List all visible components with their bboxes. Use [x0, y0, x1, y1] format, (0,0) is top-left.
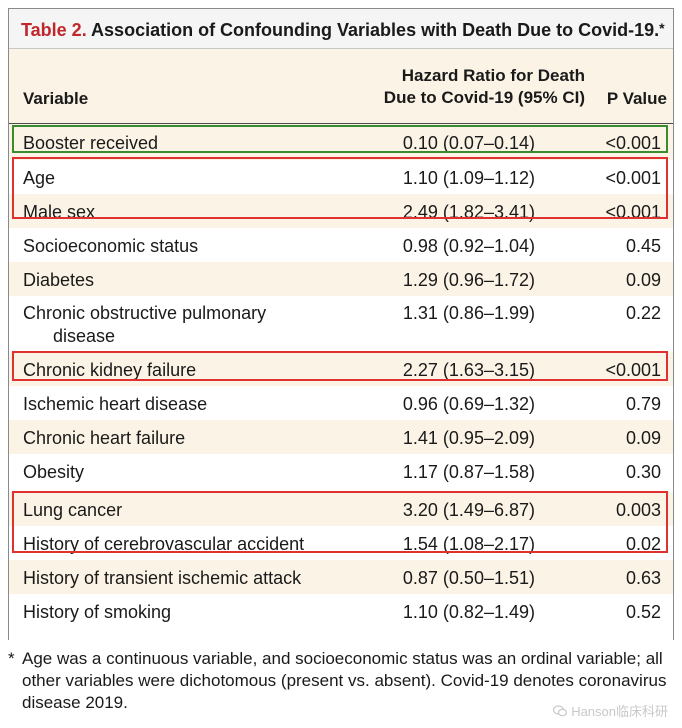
cell-variable-text: Chronic heart failure: [23, 428, 186, 448]
cell-hazard-ratio: 0.87 (0.50–1.51): [402, 568, 535, 588]
cell-variable: History of transient ischemic attack: [23, 568, 301, 589]
footnote-text: Age was a continuous variable, and socio…: [22, 649, 667, 712]
table-row: Male sex 2.49 (1.82–3.41) <0.001: [9, 194, 673, 228]
cell-p-value: 0.003: [615, 500, 661, 520]
table-row: Age 1.10 (1.09–1.12) <0.001: [9, 160, 673, 194]
cell-hazard-ratio: 1.54 (1.08–2.17): [402, 534, 535, 554]
table-row: History of transient ischemic attack 0.87…: [9, 560, 673, 594]
table-row: Diabetes 1.29 (0.96–1.72) 0.09: [9, 262, 673, 296]
cell-hazard-ratio: 2.27 (1.63–3.15): [402, 360, 535, 380]
cell-variable: Socioeconomic status: [23, 236, 198, 257]
table-row: Chronic kidney failure 2.27 (1.63–3.15) <0…: [9, 352, 673, 386]
cell-variable-text: Age: [23, 168, 56, 188]
table-label: Table 2.: [21, 20, 87, 40]
cell-variable-text: Chronic kidney failure: [23, 360, 197, 380]
cell-variable: Lung cancer: [23, 500, 122, 521]
table-row: Lung cancer 3.20 (1.49–6.87) 0.003: [9, 492, 673, 526]
cell-p-value: <0.001: [605, 133, 661, 153]
cell-hazard-ratio: 1.10 (0.82–1.49): [402, 602, 535, 622]
cell-p-value: 0.52: [625, 602, 661, 622]
cell-p-value: 0.30: [625, 462, 661, 482]
cell-variable-text: Male sex: [23, 202, 96, 222]
cell-variable-text: Socioeconomic status: [23, 236, 199, 256]
cell-p-value: 0.09: [625, 428, 661, 448]
footnote-mark: *: [8, 649, 15, 668]
header-p-value: P Value: [606, 89, 667, 108]
table-frame: Table 2. Association of Confounding Vari…: [8, 8, 674, 640]
cell-variable: Diabetes: [23, 270, 94, 291]
table-row: Socioeconomic status 0.98 (0.92–1.04) 0.45: [9, 228, 673, 262]
cell-variable: Ischemic heart disease: [23, 394, 207, 415]
watermark-text: Hanson临床科研: [571, 704, 668, 719]
cell-variable-text: Booster received: [23, 133, 159, 153]
table-footnote: * Age was a continuous variable, and soc…: [8, 648, 674, 714]
cell-hazard-ratio: 2.49 (1.82–3.41): [402, 202, 535, 222]
cell-p-value: <0.001: [605, 360, 661, 380]
header-variable: Variable: [23, 89, 89, 108]
cell-hazard-ratio: 3.20 (1.49–6.87): [402, 500, 535, 520]
table-row: Chronic heart failure 1.41 (0.95–2.09) 0.0…: [9, 420, 673, 454]
wechat-icon: [553, 705, 568, 717]
cell-hazard-ratio: 0.10 (0.07–0.14): [402, 133, 535, 153]
header-hazard-ratio-line1: Hazard Ratio for Death: [401, 66, 585, 85]
cell-variable: Obesity: [23, 462, 84, 483]
table-row: History of smoking 1.10 (0.82–1.49) 0.52: [9, 594, 673, 640]
watermark: Hanson临床科研: [553, 701, 668, 720]
cell-variable-text: Diabetes: [23, 270, 95, 290]
cell-variable: Chronic kidney failure: [23, 360, 196, 381]
cell-variable-text: Ischemic heart disease: [23, 394, 208, 414]
cell-variable: Chronic heart failure: [23, 428, 185, 449]
cell-variable: Chronic obstructive pulmonary disease: [23, 302, 266, 348]
table-row: Chronic obstructive pulmonary disease 1.31…: [9, 296, 673, 352]
cell-p-value: 0.79: [625, 394, 661, 414]
cell-variable: Booster received: [23, 133, 158, 154]
cell-hazard-ratio: 1.29 (0.96–1.72): [402, 270, 535, 290]
cell-variable-text: History of transient ischemic attack: [23, 568, 302, 588]
cell-hazard-ratio: 0.96 (0.69–1.32): [402, 394, 535, 414]
cell-p-value: <0.001: [605, 168, 661, 188]
cell-variable-text: History of cerebrovascular accident: [23, 534, 305, 554]
cell-variable-text: Obesity: [23, 462, 85, 482]
cell-p-value: 0.02: [625, 534, 661, 554]
title-footnote-mark: *: [659, 20, 665, 36]
cell-p-value: 0.22: [625, 303, 661, 323]
cell-hazard-ratio: 1.31 (0.86–1.99): [402, 303, 535, 323]
cell-variable-text: Chronic obstructive pulmonary: [23, 303, 267, 323]
cell-hazard-ratio: 1.17 (0.87–1.58): [402, 462, 535, 482]
table-row: Booster received 0.10 (0.07–0.14) <0.001: [9, 127, 673, 159]
cell-variable: History of smoking: [23, 602, 171, 623]
cell-hazard-ratio: 1.41 (0.95–2.09): [402, 428, 535, 448]
cell-variable-text: Lung cancer: [23, 500, 123, 520]
cell-p-value: 0.45: [625, 236, 661, 256]
cell-variable: History of cerebrovascular accident: [23, 534, 304, 555]
cell-hazard-ratio: 0.98 (0.92–1.04): [402, 236, 535, 256]
cell-hazard-ratio: 1.10 (1.09–1.12): [402, 168, 535, 188]
cell-p-value: 0.09: [625, 270, 661, 290]
cell-p-value: 0.63: [625, 568, 661, 588]
table-title-bar: Table 2. Association of Confounding Vari…: [9, 9, 673, 49]
cell-variable: Male sex: [23, 202, 95, 223]
table-row: History of cerebrovascular accident 1.54 …: [9, 526, 673, 560]
header-hazard-ratio: Hazard Ratio for Death Due to Covid-19 (…: [353, 65, 585, 109]
cell-variable-continuation: disease: [53, 326, 116, 346]
table-title: Association of Confounding Variables wit…: [91, 20, 660, 40]
table-row: Ischemic heart disease 0.96 (0.69–1.32) 0.…: [9, 386, 673, 420]
header-rule: [9, 123, 673, 124]
table-row: Obesity 1.17 (0.87–1.58) 0.30: [9, 454, 673, 492]
header-hazard-ratio-line2: Due to Covid-19 (95% CI): [383, 88, 585, 107]
cell-p-value: <0.001: [605, 202, 661, 222]
cell-variable-text: History of smoking: [23, 602, 172, 622]
cell-variable: Age: [23, 168, 55, 189]
